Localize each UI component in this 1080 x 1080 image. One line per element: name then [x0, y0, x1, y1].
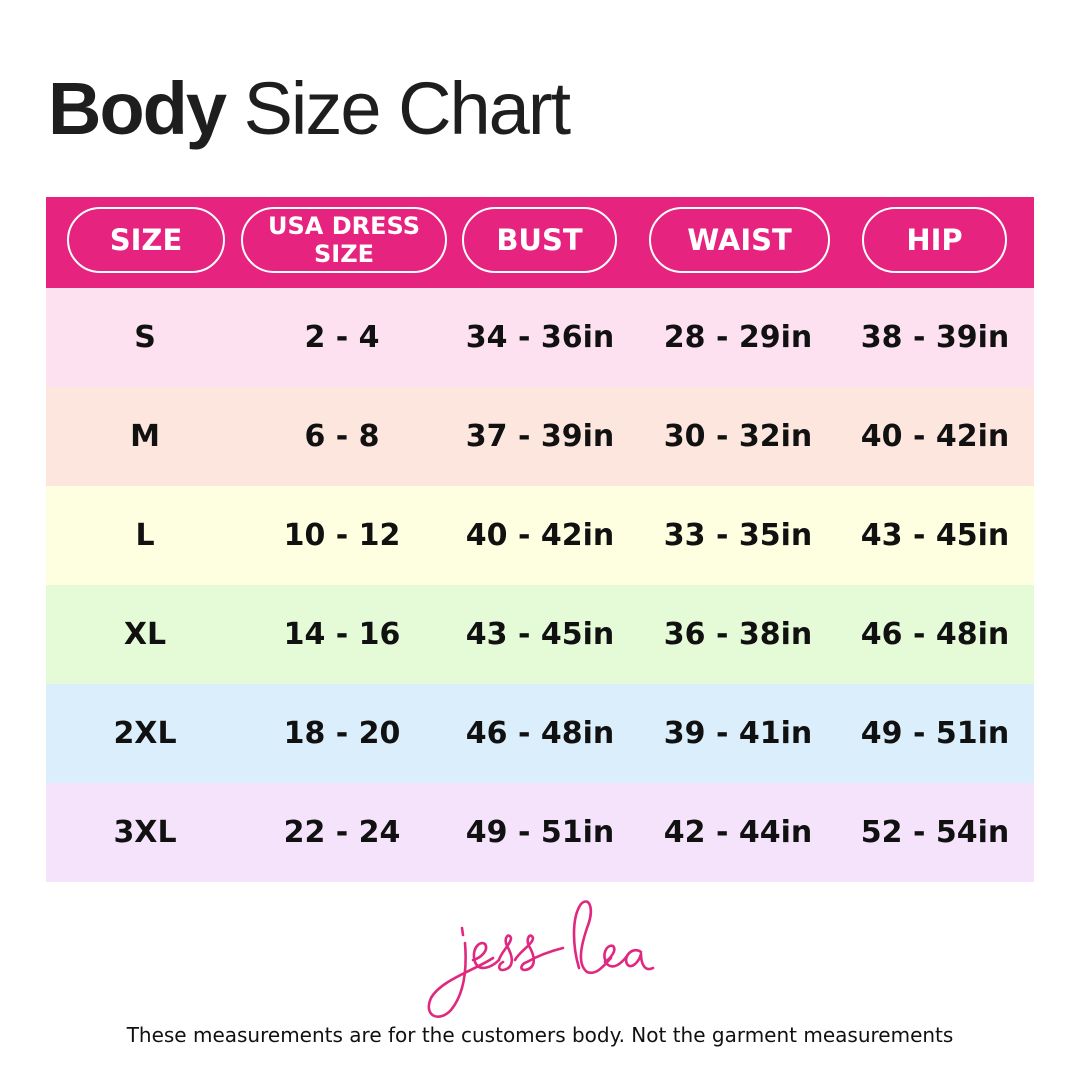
table-row: 2XL 18 - 20 46 - 48in 39 - 41in 49 - 51in — [46, 684, 1034, 783]
column-header-hip: HIP — [862, 207, 1007, 273]
cell-waist: 39 - 41in — [663, 716, 813, 751]
title-regular: Size Chart — [243, 67, 571, 150]
cell-hip: 52 - 54in — [860, 815, 1010, 850]
cell-bust: 46 - 48in — [465, 716, 615, 751]
cell-waist: 42 - 44in — [663, 815, 813, 850]
cell-usa-dress-size: 14 - 16 — [283, 617, 401, 652]
cell-usa-dress-size: 2 - 4 — [304, 320, 380, 355]
cell-size: 3XL — [113, 815, 177, 850]
cell-waist: 36 - 38in — [663, 617, 813, 652]
page-title: Body Size Chart — [48, 66, 571, 151]
cell-hip: 38 - 39in — [860, 320, 1010, 355]
cell-bust: 49 - 51in — [465, 815, 615, 850]
cell-usa-dress-size: 22 - 24 — [283, 815, 401, 850]
cell-hip: 40 - 42in — [860, 419, 1010, 454]
table-row: L 10 - 12 40 - 42in 33 - 35in 43 - 45in — [46, 486, 1034, 585]
column-header-size: SIZE — [67, 207, 225, 273]
size-chart-table: SIZE USA DRESS SIZE BUST WAIST HIP S 2 - … — [46, 197, 1034, 882]
cell-size: M — [130, 419, 160, 454]
table-row: 3XL 22 - 24 49 - 51in 42 - 44in 52 - 54in — [46, 783, 1034, 882]
cell-waist: 30 - 32in — [663, 419, 813, 454]
cell-bust: 43 - 45in — [465, 617, 615, 652]
cell-usa-dress-size: 6 - 8 — [304, 419, 380, 454]
table-header: SIZE USA DRESS SIZE BUST WAIST HIP — [46, 197, 1034, 288]
cell-size: 2XL — [113, 716, 177, 751]
title-bold: Body — [48, 67, 227, 150]
column-header-waist: WAIST — [649, 207, 830, 273]
cell-hip: 43 - 45in — [860, 518, 1010, 553]
cell-usa-dress-size: 18 - 20 — [283, 716, 401, 751]
table-row: M 6 - 8 37 - 39in 30 - 32in 40 - 42in — [46, 387, 1034, 486]
cell-bust: 40 - 42in — [465, 518, 615, 553]
cell-hip: 46 - 48in — [860, 617, 1010, 652]
cell-size: XL — [123, 617, 167, 652]
table-row: XL 14 - 16 43 - 45in 36 - 38in 46 - 48in — [46, 585, 1034, 684]
cell-size: S — [134, 320, 156, 355]
jess-lea-logo — [427, 900, 655, 1018]
column-header-usa-dress-size: USA DRESS SIZE — [241, 207, 447, 273]
cell-hip: 49 - 51in — [860, 716, 1010, 751]
cell-waist: 28 - 29in — [663, 320, 813, 355]
footer-note: These measurements are for the customers… — [126, 1023, 954, 1047]
cell-usa-dress-size: 10 - 12 — [283, 518, 401, 553]
cell-size: L — [135, 518, 155, 553]
table-row: S 2 - 4 34 - 36in 28 - 29in 38 - 39in — [46, 288, 1034, 387]
cell-bust: 37 - 39in — [465, 419, 615, 454]
column-header-bust: BUST — [462, 207, 617, 273]
cell-bust: 34 - 36in — [465, 320, 615, 355]
cell-waist: 33 - 35in — [663, 518, 813, 553]
